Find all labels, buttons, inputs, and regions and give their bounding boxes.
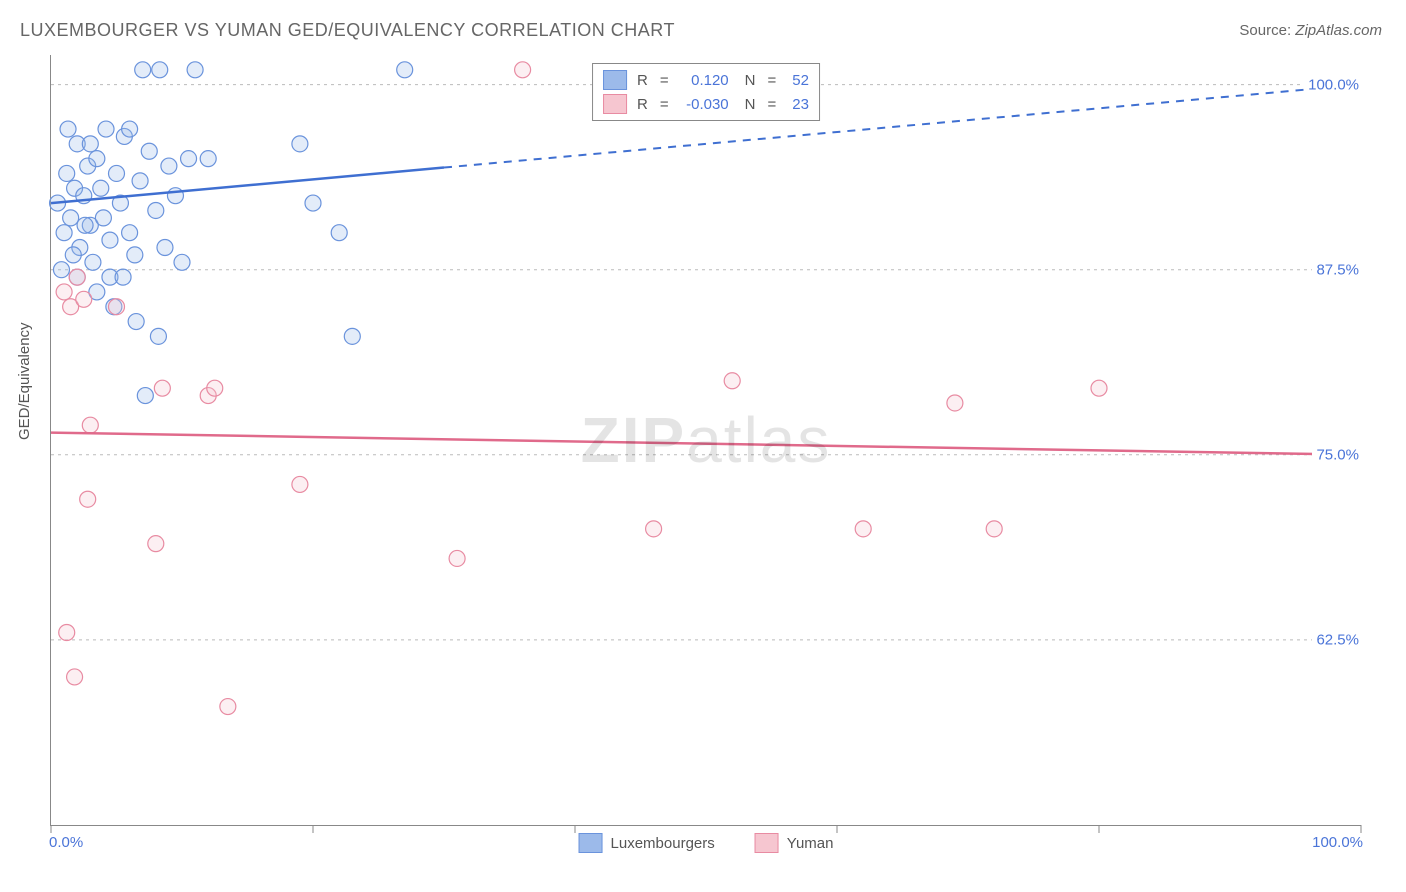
scatter-point	[305, 195, 321, 211]
scatter-point	[855, 521, 871, 537]
scatter-point	[331, 225, 347, 241]
scatter-point	[220, 699, 236, 715]
y-grid-label: 100.0%	[1304, 76, 1363, 93]
y-axis-title: GED/Equivalency	[16, 322, 33, 440]
legend-swatch	[755, 833, 779, 853]
plot-svg	[51, 55, 1361, 825]
scatter-point	[76, 291, 92, 307]
scatter-point	[82, 417, 98, 433]
scatter-point	[154, 380, 170, 396]
scatter-point	[161, 158, 177, 174]
scatter-point	[85, 254, 101, 270]
stat-n-label: N	[745, 96, 756, 113]
scatter-point	[93, 180, 109, 196]
scatter-point	[128, 314, 144, 330]
scatter-point	[137, 388, 153, 404]
stat-r-label: R	[637, 96, 648, 113]
scatter-point	[148, 202, 164, 218]
stat-r-value: -0.030	[681, 96, 729, 113]
scatter-point	[77, 217, 93, 233]
trend-line	[51, 433, 1361, 455]
scatter-point	[646, 521, 662, 537]
scatter-point	[82, 136, 98, 152]
scatter-point	[724, 373, 740, 389]
scatter-point	[200, 151, 216, 167]
legend-swatch	[603, 94, 627, 114]
source-value: ZipAtlas.com	[1295, 22, 1382, 39]
scatter-point	[148, 536, 164, 552]
scatter-point	[135, 62, 151, 78]
y-grid-label: 62.5%	[1312, 631, 1363, 648]
scatter-point	[98, 121, 114, 137]
stat-n-value: 52	[792, 72, 809, 89]
scatter-point	[181, 151, 197, 167]
scatter-point	[115, 269, 131, 285]
scatter-point	[89, 151, 105, 167]
scatter-point	[449, 550, 465, 566]
scatter-point	[397, 62, 413, 78]
scatter-point	[132, 173, 148, 189]
scatter-point	[1091, 380, 1107, 396]
scatter-point	[109, 165, 125, 181]
scatter-point	[122, 121, 138, 137]
scatter-point	[80, 491, 96, 507]
scatter-point	[344, 328, 360, 344]
bottom-legend-item: Yuman	[755, 833, 834, 853]
scatter-point	[56, 225, 72, 241]
stats-legend: R=0.120N=52R=-0.030N=23	[592, 63, 820, 121]
stat-r-label: R	[637, 72, 648, 89]
plot-area: ZIPatlas R=0.120N=52R=-0.030N=23 0.0% 10…	[50, 55, 1361, 826]
scatter-point	[56, 284, 72, 300]
scatter-point	[59, 625, 75, 641]
scatter-point	[59, 165, 75, 181]
chart-container: LUXEMBOURGER VS YUMAN GED/EQUIVALENCY CO…	[0, 0, 1406, 892]
scatter-point	[292, 136, 308, 152]
scatter-point	[95, 210, 111, 226]
stat-n-value: 23	[792, 96, 809, 113]
scatter-point	[515, 62, 531, 78]
stat-r-value: 0.120	[681, 72, 729, 89]
legend-swatch	[579, 833, 603, 853]
scatter-point	[127, 247, 143, 263]
scatter-point	[187, 62, 203, 78]
scatter-point	[60, 121, 76, 137]
legend-swatch	[603, 70, 627, 90]
scatter-point	[63, 210, 79, 226]
source-label: Source:	[1239, 22, 1291, 39]
bottom-legend-item: Luxembourgers	[579, 833, 715, 853]
trend-line-dashed	[444, 85, 1361, 168]
y-grid-label: 87.5%	[1312, 261, 1363, 278]
stats-legend-row: R=-0.030N=23	[603, 92, 809, 116]
scatter-point	[174, 254, 190, 270]
scatter-point	[67, 669, 83, 685]
source-credit: Source: ZipAtlas.com	[1239, 22, 1382, 39]
y-grid-label: 75.0%	[1312, 446, 1363, 463]
scatter-point	[69, 269, 85, 285]
stats-legend-row: R=0.120N=52	[603, 68, 809, 92]
scatter-point	[150, 328, 166, 344]
x-axis-max-label: 100.0%	[1312, 834, 1363, 851]
x-axis-min-label: 0.0%	[49, 834, 83, 851]
scatter-point	[65, 247, 81, 263]
scatter-point	[102, 232, 118, 248]
scatter-point	[109, 299, 125, 315]
legend-label: Luxembourgers	[611, 835, 715, 852]
scatter-point	[152, 62, 168, 78]
scatter-point	[947, 395, 963, 411]
scatter-point	[122, 225, 138, 241]
chart-title: LUXEMBOURGER VS YUMAN GED/EQUIVALENCY CO…	[20, 20, 675, 41]
legend-label: Yuman	[787, 835, 834, 852]
scatter-point	[157, 240, 173, 256]
scatter-point	[53, 262, 69, 278]
scatter-point	[141, 143, 157, 159]
scatter-point	[207, 380, 223, 396]
bottom-legend: Luxembourgers Yuman	[579, 833, 834, 853]
scatter-point	[292, 476, 308, 492]
stat-n-label: N	[745, 72, 756, 89]
scatter-point	[986, 521, 1002, 537]
